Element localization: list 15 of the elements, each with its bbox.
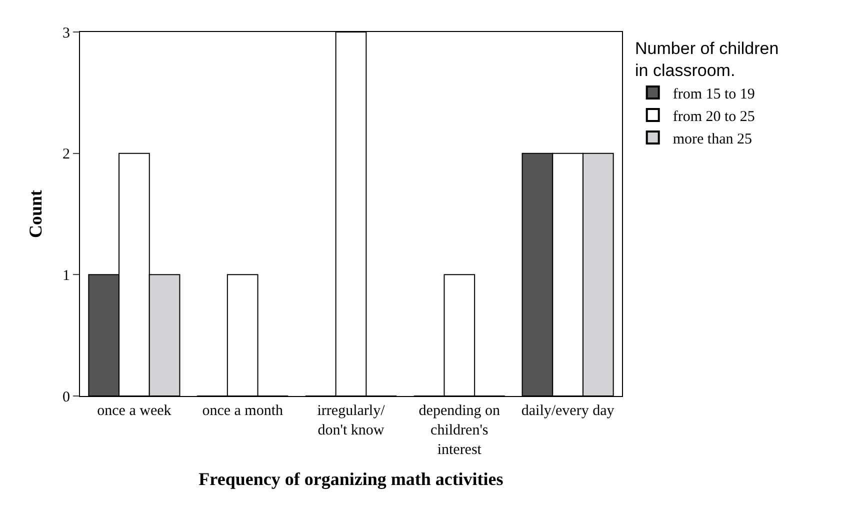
x-tick-label: daily/every day: [521, 403, 615, 419]
x-axis-title: Frequency of organizing math activities: [198, 469, 504, 490]
legend-label: from 20 to 25: [672, 108, 755, 125]
x-tick-label: once a week: [97, 403, 172, 419]
legend-label: more than 25: [672, 131, 752, 148]
x-tick-label: depending on children's interest: [418, 403, 501, 458]
x-tick-label: irregularly/ don't know: [317, 403, 386, 438]
legend-label: from 15 to 19: [672, 86, 755, 102]
x-tick-label: once a month: [202, 403, 284, 419]
legend-title: Number of children in classroom.: [635, 39, 779, 80]
y-tick-label: 1: [62, 268, 70, 284]
y-tick-label: 3: [62, 25, 70, 42]
y-tick-label: 2: [62, 146, 70, 163]
y-axis-title: Count: [26, 190, 46, 238]
y-tick-label: 0: [62, 389, 70, 406]
